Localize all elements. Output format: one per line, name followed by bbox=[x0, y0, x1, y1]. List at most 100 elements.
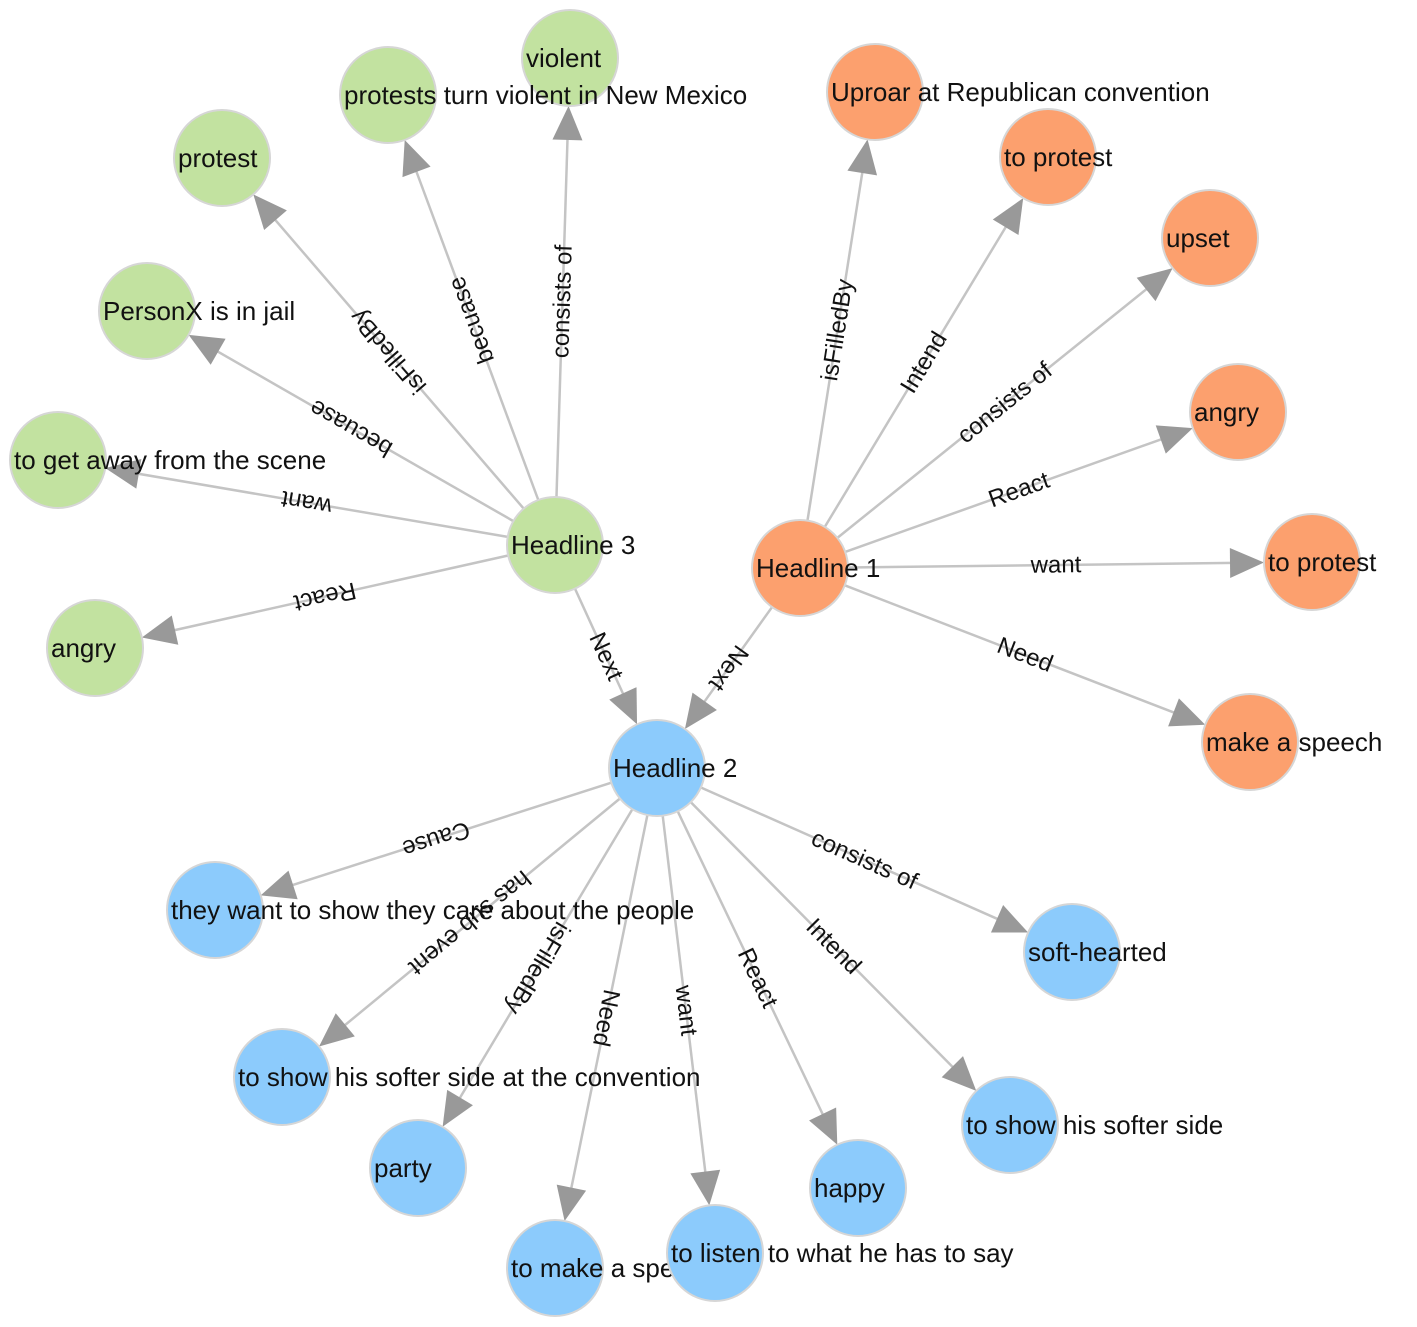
edge-h2-b5[interactable] bbox=[442, 808, 634, 1127]
node-b4[interactable]: to show his softer side bbox=[961, 1076, 1223, 1174]
node-circle bbox=[666, 1204, 764, 1302]
edge-label: Intend bbox=[895, 327, 953, 398]
node-circle bbox=[751, 519, 849, 617]
arrowhead-icon bbox=[684, 692, 717, 729]
edge-line bbox=[661, 815, 709, 1186]
arrowhead-icon bbox=[609, 687, 638, 725]
node-o6[interactable]: make a speech bbox=[1201, 693, 1382, 791]
node-g5[interactable]: to get away from the scene bbox=[9, 411, 326, 509]
edge-label: React bbox=[732, 944, 784, 1013]
node-b6[interactable]: happy bbox=[809, 1139, 907, 1237]
edge-line bbox=[806, 158, 866, 521]
edge-label: consists of bbox=[807, 825, 922, 896]
node-label: to protest bbox=[1268, 547, 1377, 577]
arrowhead-icon bbox=[105, 459, 142, 489]
edge-h2-b4[interactable] bbox=[689, 801, 977, 1091]
arrowhead-icon bbox=[1155, 425, 1193, 454]
edge-label: isFilledBy bbox=[345, 304, 432, 399]
node-circle bbox=[608, 719, 706, 817]
node-label: PersonX is in jail bbox=[103, 296, 295, 326]
node-g3[interactable]: protest bbox=[173, 109, 271, 207]
node-circle bbox=[369, 1119, 467, 1217]
node-circle bbox=[173, 109, 271, 207]
edge-labels-layer: consists ofbecuaseisFilledBybecuasewantR… bbox=[279, 244, 1082, 1049]
edge-line bbox=[124, 470, 508, 539]
edge-h3-g2[interactable] bbox=[402, 140, 540, 501]
node-label: angry bbox=[51, 633, 116, 663]
edge-h1-o2[interactable] bbox=[823, 198, 1024, 528]
node-label: angry bbox=[1194, 397, 1259, 427]
node-circle bbox=[9, 411, 107, 509]
edge-h3-g1[interactable] bbox=[552, 105, 583, 498]
node-b5[interactable]: party bbox=[369, 1119, 467, 1217]
edge-line bbox=[836, 279, 1158, 539]
node-label: to show his softer side at the conventio… bbox=[238, 1062, 701, 1092]
node-o1[interactable]: Uproar at Republican convention bbox=[826, 43, 1210, 141]
node-circle bbox=[506, 1219, 604, 1317]
node-circle bbox=[826, 43, 924, 141]
node-o5[interactable]: to protest bbox=[1263, 513, 1377, 611]
node-label: to protest bbox=[1004, 142, 1113, 172]
arrowhead-icon bbox=[941, 1056, 977, 1091]
node-g4[interactable]: PersonX is in jail bbox=[98, 262, 295, 360]
node-label: to get away from the scene bbox=[14, 445, 326, 475]
arrowhead-icon bbox=[992, 198, 1024, 235]
node-b1[interactable]: they want to show they care about the pe… bbox=[166, 861, 694, 959]
node-o2[interactable]: to protest bbox=[999, 108, 1113, 206]
node-b8[interactable]: to listen to what he has to say bbox=[666, 1204, 1014, 1302]
edge-h2-b2[interactable] bbox=[700, 786, 1029, 933]
edge-label: Next bbox=[703, 640, 754, 696]
edge-h1-o6[interactable] bbox=[844, 584, 1206, 727]
node-b2[interactable]: soft-hearted bbox=[1023, 903, 1167, 1001]
edge-line bbox=[573, 588, 630, 707]
node-h1[interactable]: Headline 1 bbox=[751, 519, 880, 617]
edge-h2-b1[interactable] bbox=[260, 781, 612, 900]
node-circle bbox=[506, 496, 604, 594]
edge-label: consists of bbox=[952, 357, 1058, 449]
edge-label: becuase bbox=[443, 273, 500, 367]
node-g1[interactable]: violent bbox=[521, 9, 619, 107]
edge-h1-o3[interactable] bbox=[836, 268, 1173, 539]
edge-h2-b6[interactable] bbox=[676, 810, 838, 1145]
edge-h2-b8[interactable] bbox=[661, 815, 721, 1206]
node-b3[interactable]: to show his softer side at the conventio… bbox=[233, 1028, 701, 1126]
arrowhead-icon bbox=[253, 194, 287, 230]
edge-label: want bbox=[669, 983, 702, 1038]
edge-h1-h2[interactable] bbox=[684, 606, 774, 729]
arrowhead-icon bbox=[990, 905, 1029, 933]
node-label: violent bbox=[526, 43, 602, 73]
edge-h3-g4[interactable] bbox=[188, 334, 514, 523]
node-h2[interactable]: Headline 2 bbox=[608, 719, 737, 817]
node-circle bbox=[1189, 363, 1287, 461]
edge-line bbox=[847, 561, 1245, 569]
edge-label: isFilledBy bbox=[816, 277, 859, 383]
node-o4[interactable]: angry bbox=[1189, 363, 1287, 461]
edge-label: Intend bbox=[800, 913, 866, 979]
arrowhead-icon bbox=[1229, 547, 1265, 578]
edge-h3-g3[interactable] bbox=[253, 194, 525, 510]
edge-line bbox=[265, 208, 525, 510]
edge-h2-b3[interactable] bbox=[319, 797, 621, 1047]
arrowhead-icon bbox=[188, 334, 226, 365]
edge-h3-g5[interactable] bbox=[105, 459, 508, 539]
edge-line bbox=[823, 214, 1014, 528]
node-g2[interactable]: protests turn violent in New Mexico bbox=[339, 46, 747, 144]
node-h3[interactable]: Headline 3 bbox=[506, 496, 635, 594]
edge-label: Need bbox=[587, 987, 625, 1049]
edge-h1-o4[interactable] bbox=[844, 425, 1193, 554]
node-g6[interactable]: angry bbox=[46, 599, 144, 697]
edge-h2-b7[interactable] bbox=[556, 814, 649, 1221]
node-circle bbox=[961, 1076, 1059, 1174]
edge-h3-h2[interactable] bbox=[573, 588, 638, 725]
node-o3[interactable]: upset bbox=[1161, 189, 1259, 287]
node-label: happy bbox=[814, 1173, 885, 1203]
node-circle bbox=[233, 1028, 331, 1126]
arrowhead-icon bbox=[690, 1169, 721, 1206]
edge-line bbox=[844, 584, 1188, 719]
edge-h1-o5[interactable] bbox=[847, 547, 1265, 578]
edge-label: Need bbox=[993, 632, 1056, 678]
edge-h3-g6[interactable] bbox=[141, 554, 509, 645]
edge-label: isFilledBy bbox=[500, 917, 576, 1019]
edge-h1-o1[interactable] bbox=[806, 139, 878, 521]
